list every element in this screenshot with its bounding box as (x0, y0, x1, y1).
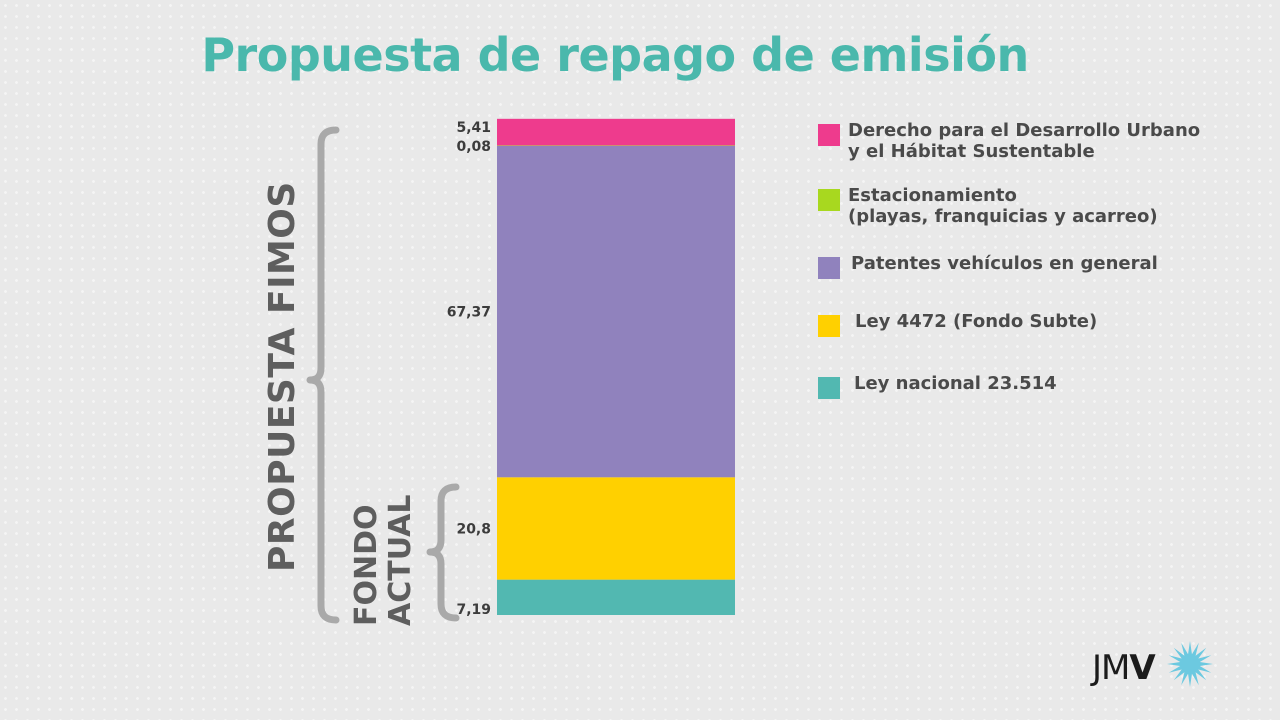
legend-label-ley23514: Ley nacional 23.514 (854, 373, 1057, 394)
legend-label-estacionamiento: Estacionamiento (playas, franquicias y a… (848, 185, 1158, 227)
bar-segment-derecho (497, 118, 735, 146)
fondo-actual-brace (426, 483, 460, 622)
legend-swatch-derecho (818, 124, 840, 146)
brand-logo-text-bold: V (1129, 648, 1155, 688)
value-label-patentes: 67,37 (447, 305, 491, 321)
fondo-actual-label-line2: ACTUAL (383, 494, 418, 626)
sun-rays (1167, 641, 1213, 687)
legend-swatch-ley4472 (818, 315, 840, 337)
bar-segment-ley23514 (497, 579, 735, 615)
propuesta-fimos-brace (306, 126, 340, 624)
brand-logo-text: JMV (1092, 648, 1156, 688)
legend-label-patentes: Patentes vehículos en general (851, 253, 1158, 274)
value-label-ley4472: 20,8 (456, 521, 491, 537)
value-label-ley23514: 7,19 (456, 602, 491, 618)
bar-segment-ley4472 (497, 477, 735, 580)
brand-logo-text-light: JM (1092, 648, 1130, 688)
fondo-actual-label-line1: FONDO (349, 504, 384, 626)
legend-label-ley4472: Ley 4472 (Fondo Subte) (855, 311, 1098, 332)
chart-title: Propuesta de repago de emisión (201, 28, 1029, 82)
sun-icon (1167, 641, 1213, 687)
legend-label-derecho: Derecho para el Desarrollo Urbano y el H… (848, 120, 1201, 162)
propuesta-fimos-label: PROPUESTA FIMOS (262, 181, 303, 572)
bar-segment-patentes (497, 145, 735, 478)
legend-swatch-patentes (818, 257, 840, 279)
value-label-derecho: 5,41 (456, 120, 491, 136)
value-label-estacionamiento: 0,08 (456, 139, 491, 155)
legend-swatch-estacionamiento (818, 189, 840, 211)
legend-swatch-ley23514 (818, 377, 840, 399)
